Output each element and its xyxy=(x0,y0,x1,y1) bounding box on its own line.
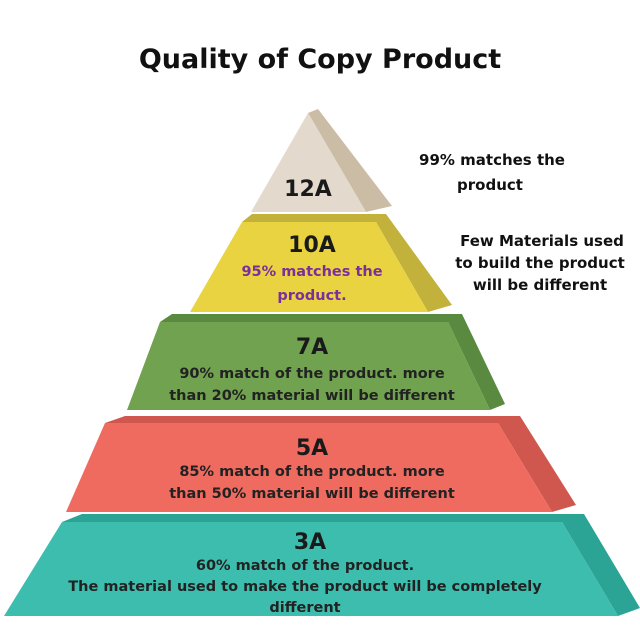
level-5a-front xyxy=(66,423,552,512)
level-10a-label: 10A xyxy=(288,233,336,258)
level-7a-desc-line-2: than 20% material will be different xyxy=(169,388,455,404)
level-3a-front xyxy=(4,522,618,616)
level-10a-side xyxy=(242,214,452,312)
level-3a-side xyxy=(62,514,640,616)
level-3a-desc-line-1: 60% match of the product. xyxy=(196,558,414,574)
level-10a-note-line-3: will be different xyxy=(473,276,607,294)
level-7a: 7A 90% match of the product. more than 2… xyxy=(127,314,505,410)
level-3a-desc-line-3: different xyxy=(269,600,340,616)
level-7a-front xyxy=(127,322,490,410)
level-10a-front xyxy=(190,222,428,312)
level-12a-front xyxy=(251,113,366,212)
level-12a-note-line-2: product xyxy=(457,176,523,194)
level-10a-note-line-2: to build the product xyxy=(455,254,625,272)
level-10a: 10A 95% matches the product. xyxy=(190,214,452,312)
level-12a: 12A xyxy=(251,109,392,212)
level-7a-desc-line-1: 90% match of the product. more xyxy=(179,366,444,382)
level-12a-note-line-1: 99% matches the xyxy=(419,151,565,169)
level-3a-desc-line-2: The material used to make the product wi… xyxy=(68,579,542,595)
level-12a-label: 12A xyxy=(284,177,332,202)
level-5a: 5A 85% match of the product. more than 5… xyxy=(66,416,576,512)
diagram-title: Quality of Copy Product xyxy=(139,44,501,75)
level-10a-note-line-1: Few Materials used xyxy=(460,232,624,250)
level-10a-desc-line-1: 95% matches the xyxy=(241,264,382,280)
level-12a-side xyxy=(308,109,392,212)
level-10a-desc-line-2: product. xyxy=(277,288,346,304)
level-5a-label: 5A xyxy=(296,436,328,461)
level-5a-desc-line-1: 85% match of the product. more xyxy=(179,464,444,480)
level-3a: 3A 60% match of the product. The materia… xyxy=(4,514,640,616)
level-3a-label: 3A xyxy=(294,530,326,555)
level-7a-label: 7A xyxy=(296,335,328,360)
level-5a-desc-line-2: than 50% material will be different xyxy=(169,486,455,502)
